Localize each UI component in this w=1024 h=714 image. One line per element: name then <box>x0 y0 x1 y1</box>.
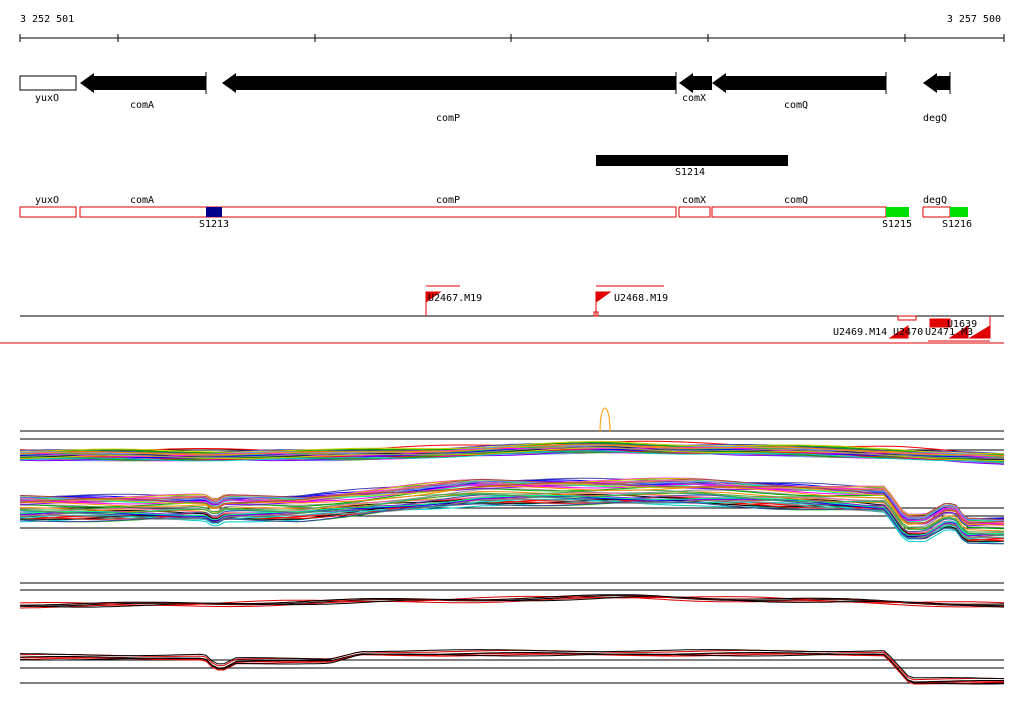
signal-trace <box>20 447 1005 460</box>
signal-trace <box>19 649 1005 680</box>
annotation-label: comA <box>130 195 154 206</box>
gene-label: comQ <box>784 100 808 111</box>
ruler-start: 3 252 501 <box>20 14 74 25</box>
marker-box <box>950 207 968 217</box>
signal-trace <box>19 446 1005 460</box>
feature-label: U2468.M19 <box>614 293 668 304</box>
signal-trace <box>19 595 1005 608</box>
segment-label: S1214 <box>675 167 705 178</box>
signal-trace <box>19 653 1005 685</box>
annotation-box <box>79 206 677 218</box>
signal-trace <box>19 482 1005 524</box>
annotation-label: comP <box>436 195 460 206</box>
signal-trace <box>19 480 1005 523</box>
gene-box <box>19 75 77 91</box>
gene-arrow <box>679 73 712 93</box>
signal-peak <box>599 407 611 433</box>
marker-label: S1215 <box>882 219 912 230</box>
annotation-box <box>922 206 951 218</box>
gene-label: degQ <box>923 113 947 124</box>
feature-flags <box>425 285 991 342</box>
flag-base <box>897 315 917 321</box>
signal-trace <box>19 653 1005 685</box>
segment-bar <box>596 155 788 166</box>
marker-label: S1216 <box>942 219 972 230</box>
annotation-box <box>711 206 887 218</box>
flag-block <box>929 318 951 328</box>
signal-trace <box>20 594 1005 606</box>
annotation-boxes <box>19 206 951 218</box>
gene-arrow <box>923 73 950 93</box>
gene-label: comP <box>436 113 460 124</box>
signal-trace <box>19 494 1005 536</box>
marker-box <box>886 207 909 217</box>
flag-base <box>593 311 599 317</box>
annotation-label: yuxO <box>35 195 59 206</box>
signal-trace <box>19 480 1005 522</box>
ruler <box>19 34 1005 42</box>
feature-label: U2469.M14 <box>833 327 887 338</box>
gene-arrow <box>80 73 206 93</box>
annotation-box <box>678 206 711 218</box>
signal-trace <box>19 492 1005 536</box>
flag <box>595 291 612 303</box>
signal-trace <box>19 501 1004 545</box>
flag <box>948 325 969 339</box>
annotation-box <box>19 206 77 218</box>
signal-trace <box>19 440 1005 455</box>
annotation-label: degQ <box>923 195 947 206</box>
signal-trace <box>19 485 1005 526</box>
gene-arrow <box>222 73 676 93</box>
flag <box>888 325 909 339</box>
ruler-end: 3 257 500 <box>947 14 1001 25</box>
signal-trace <box>19 450 1005 463</box>
gene-arrow <box>712 73 886 93</box>
marker-box <box>206 207 222 217</box>
feature-label: U2467.M19 <box>428 293 482 304</box>
marker-label: S1213 <box>199 219 229 230</box>
feature-label: U2471.M3 <box>925 327 973 338</box>
gene-label: yuxO <box>35 93 59 104</box>
feature-label: U2470 <box>893 327 923 338</box>
signal-traces <box>19 407 1005 685</box>
annotation-label: comX <box>682 195 706 206</box>
gene-label: comA <box>130 100 154 111</box>
feature-label: U1639 <box>947 319 977 330</box>
signal-trace <box>19 444 1005 457</box>
gene-label: comX <box>682 93 706 104</box>
annotation-label: comQ <box>784 195 808 206</box>
flag <box>425 291 442 303</box>
signal-trace <box>19 482 1005 523</box>
